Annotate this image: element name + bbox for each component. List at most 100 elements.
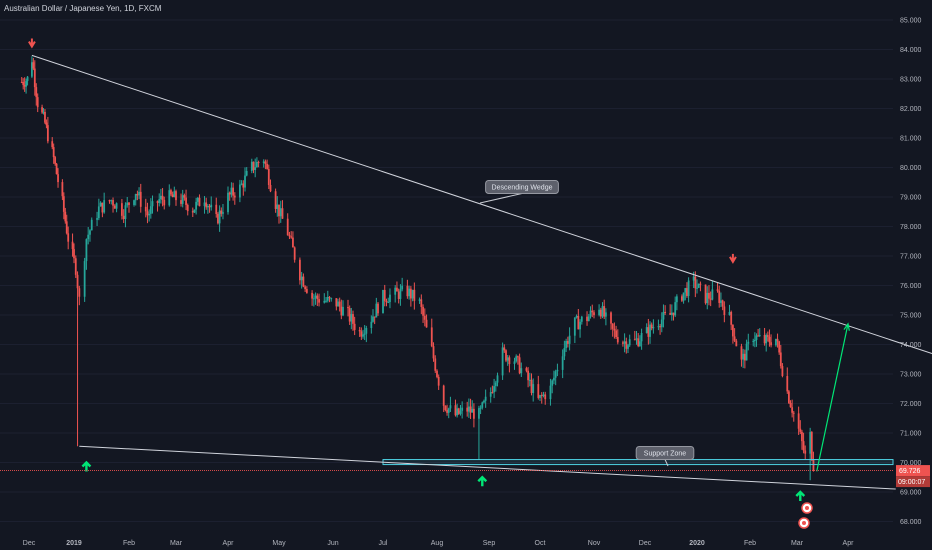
candle-body bbox=[662, 311, 665, 320]
candle-body bbox=[181, 195, 184, 204]
candle-body bbox=[311, 292, 313, 299]
last-price-tag bbox=[896, 465, 930, 477]
y-tick-label: 70.000 bbox=[900, 460, 922, 467]
candle-body bbox=[527, 370, 529, 381]
candle-body bbox=[220, 210, 223, 214]
candle-body bbox=[41, 107, 43, 113]
y-tick-label: 73.000 bbox=[900, 372, 922, 379]
candle-body bbox=[74, 258, 77, 275]
candle-body bbox=[73, 249, 75, 259]
candle-body bbox=[411, 289, 414, 299]
y-tick-label: 71.000 bbox=[900, 431, 922, 438]
upper-wedge-line bbox=[31, 54, 932, 355]
candle-body bbox=[300, 276, 303, 281]
candle-body bbox=[365, 327, 368, 334]
candle-body bbox=[360, 331, 363, 337]
candle-body bbox=[554, 371, 557, 378]
candle-body bbox=[505, 350, 507, 361]
candle-body bbox=[185, 197, 187, 205]
candle-body bbox=[55, 163, 58, 175]
candle-body bbox=[304, 286, 307, 290]
candle-body bbox=[173, 191, 176, 198]
candle-body bbox=[732, 324, 734, 337]
candle-body bbox=[342, 306, 344, 316]
candle-body bbox=[370, 321, 373, 328]
candle-body bbox=[206, 206, 209, 208]
callout-pointer bbox=[664, 459, 669, 467]
y-tick-label: 85.000 bbox=[900, 18, 922, 25]
candle-body bbox=[264, 161, 267, 164]
candle-body bbox=[781, 366, 784, 377]
candle-body bbox=[148, 213, 151, 216]
candle-body bbox=[316, 295, 319, 300]
candle-body bbox=[305, 289, 308, 293]
candle-body bbox=[682, 292, 685, 301]
candle-body bbox=[735, 340, 738, 347]
x-tick-label: Jun bbox=[327, 540, 338, 547]
x-tick-label: Oct bbox=[535, 540, 546, 547]
candle-body bbox=[67, 233, 70, 242]
candle-body bbox=[233, 195, 236, 198]
candle-body bbox=[267, 168, 270, 185]
candle-body bbox=[352, 314, 354, 324]
candle-body bbox=[382, 289, 384, 314]
candle-body bbox=[108, 200, 111, 202]
candle-body bbox=[716, 289, 719, 291]
support-zone-callout: Support Zone bbox=[635, 446, 695, 467]
candle-body bbox=[52, 147, 55, 158]
red-down-arrow-icon bbox=[28, 38, 36, 49]
candle-body bbox=[186, 204, 189, 212]
candle-body bbox=[418, 299, 421, 301]
candle-body bbox=[257, 162, 260, 164]
candle-body bbox=[299, 259, 301, 281]
candle-body bbox=[389, 294, 391, 303]
candle-body bbox=[423, 315, 426, 320]
x-tick-label: Nov bbox=[588, 540, 601, 547]
candle-body bbox=[802, 441, 805, 451]
y-tick-label: 83.000 bbox=[900, 77, 922, 84]
candle-body bbox=[491, 392, 494, 394]
candle-body bbox=[563, 348, 566, 357]
candle-body bbox=[728, 311, 731, 316]
y-tick-label: 80.000 bbox=[900, 165, 922, 172]
candle-body bbox=[158, 199, 161, 203]
candle-body bbox=[240, 183, 243, 185]
candle-body bbox=[134, 193, 137, 201]
candle-body bbox=[810, 432, 813, 460]
candle-body bbox=[627, 345, 629, 349]
candle-body bbox=[711, 289, 714, 300]
x-tick-label: Sep bbox=[483, 540, 496, 547]
candle-body bbox=[290, 236, 293, 238]
candle-body bbox=[799, 428, 802, 432]
axis-layer: 85.000 84.000 83.000 82.000 81.000 80.000 79.0… bbox=[23, 18, 930, 547]
candle-body bbox=[33, 68, 36, 88]
candle-body bbox=[128, 202, 130, 205]
y-tick-label: 74.000 bbox=[900, 342, 922, 349]
candle-body bbox=[787, 391, 790, 403]
candle-body bbox=[326, 296, 329, 301]
candle-body bbox=[250, 161, 253, 171]
candle-body bbox=[515, 356, 518, 362]
candle-body bbox=[496, 375, 499, 383]
x-tick-label: Aug bbox=[431, 540, 444, 547]
x-tick-label: Mar bbox=[791, 540, 804, 547]
candle-body bbox=[758, 334, 761, 336]
candle-body bbox=[22, 82, 25, 85]
candle-body bbox=[151, 201, 154, 207]
candle-body bbox=[203, 202, 206, 207]
candle-body bbox=[493, 386, 495, 393]
candle-body bbox=[230, 187, 233, 195]
candle-body bbox=[196, 197, 199, 202]
candle-body bbox=[457, 408, 460, 414]
candle-body bbox=[549, 385, 552, 400]
candle-body bbox=[579, 321, 581, 330]
candle-body bbox=[635, 338, 638, 340]
candle-body bbox=[144, 206, 147, 212]
candle-body bbox=[573, 317, 576, 336]
candle-body bbox=[362, 334, 364, 337]
candle-body bbox=[348, 308, 351, 322]
candle-body bbox=[444, 405, 447, 410]
green-up-arrow-icon bbox=[81, 460, 92, 472]
y-tick-label: 82.000 bbox=[900, 106, 922, 113]
